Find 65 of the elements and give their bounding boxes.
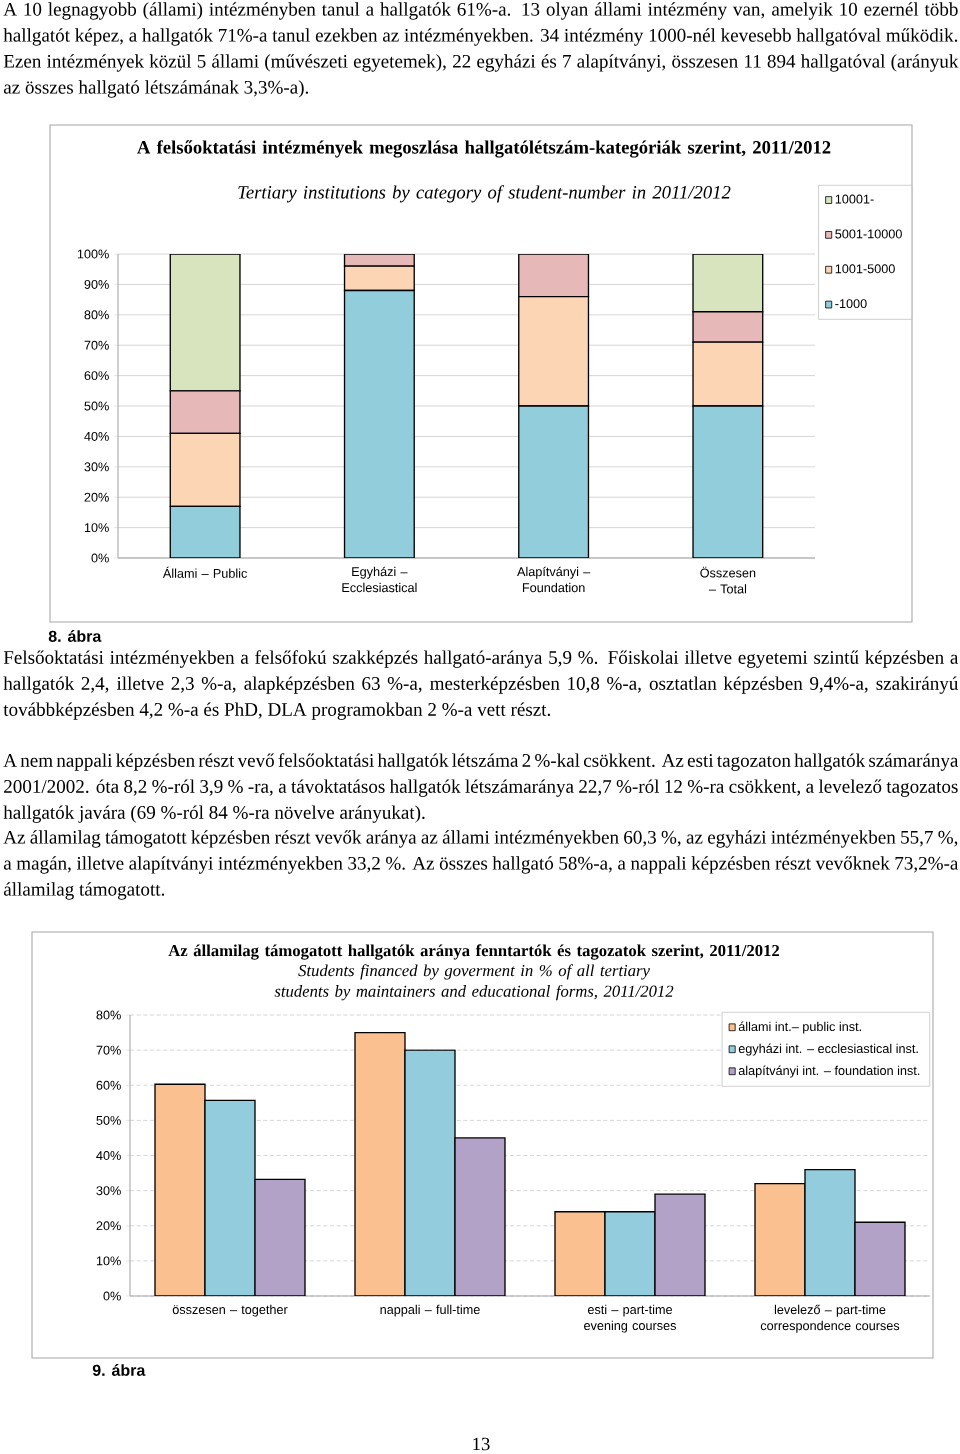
y-tick-label: 60% xyxy=(96,1080,121,1090)
y-tick-label: 40% xyxy=(96,1151,121,1160)
x-tick-label: Egyházi – Ecclesiastical xyxy=(342,566,417,593)
bar xyxy=(169,254,241,392)
y-tick-label: 10% xyxy=(84,523,109,533)
x-tick-label: Állami – Public xyxy=(162,566,247,578)
text: Felsőoktatási intézményekben a felsőfokú szakképzés hallgató-aránya 5,9 %. Főiskolai illetve egyetemi szintű képzésben a hallgatók 2,4, illetve 2,3 %-a, alapképzésben 63 %-a, mesterképzésben 10,8 %-a, osztatlan képzésben 9,4%-a, szakirányú továbbképzésben 4,2 %-a és PhD, DLA programokban 2 %-a vett részt. xyxy=(3,650,959,720)
chart-title: Az államilag támogatott hallgatók aránya fenntartók és tagozatok szerint, 2011/2012 xyxy=(168,944,780,960)
bar xyxy=(454,1137,506,1297)
y-tick-label: 0% xyxy=(103,1291,121,1301)
bar xyxy=(604,1211,656,1297)
y-tick-label: 80% xyxy=(96,1010,121,1020)
bar xyxy=(204,1099,256,1297)
bar xyxy=(169,390,241,435)
y-tick-label: 100% xyxy=(77,249,109,259)
text: A nem nappali képzésben részt vevő felsőoktatási hallgatók létszáma 2 %-kal csökkent. Az esti tagozaton hallgatók számaránya 2001/2002. óta 8,2 %-ról 3,9 % -ra, a távoktatásos hallgatók létszámaránya 22,7 %-ról 12 %-ra csökkent, a levelező tagozatos hallgatók javára (69 %-ról 84 %-ra növelve arányukat). xyxy=(3,753,959,823)
y-tick-label: 90% xyxy=(84,279,109,289)
y-tick-label: 70% xyxy=(84,340,109,350)
y-tick-label: 20% xyxy=(84,492,109,502)
y-tick-label: 50% xyxy=(96,1115,121,1125)
y-tick-label: 30% xyxy=(96,1186,121,1196)
bar xyxy=(254,1178,306,1297)
y-tick-label: 70% xyxy=(96,1045,121,1055)
legend-label: -1000 xyxy=(835,299,867,309)
bar xyxy=(692,405,764,559)
text: A 10 legnagyobb (állami) intézményben tanul a hallgatók 61%-a. 13 olyan állami intézmény van, amelyik 10 ezernél több hallgatót képez, a hallgatók 71%-a tanul ezekben az intézményekben. 34 intézmény 1000-nél kevesebb hallgatóval működik. Ezen intézmények közül 5 állami (művészeti egyetemek), 22 egyházi és 7 alapítványi, összesen 11 894 hallgatóval (arányuk az összes hallgató létszámának 3,3%-a). xyxy=(3,2,959,98)
y-tick-label: 40% xyxy=(84,431,109,441)
bar xyxy=(518,405,590,559)
y-tick-label: 20% xyxy=(96,1221,121,1231)
bar xyxy=(654,1193,706,1297)
text: Az államilag támogatott képzésben részt vevők aránya az állami intézményekben 60,3 %, az egyházi intézményekben 55,7 %, a magán, illetve alapítványi intézményekben 33,2 %. Az összes hallgató 58%-a, a nappali képzésben részt vevőknek 73,2%-a államilag támogatott. xyxy=(3,830,959,900)
bar xyxy=(343,289,415,559)
y-tick-label: 50% xyxy=(84,401,109,411)
bar xyxy=(343,254,415,267)
text: 8. ábra xyxy=(48,630,102,642)
bar xyxy=(169,505,241,559)
chart-title: A felsőoktatási intézmények megoszlása hallgatólétszám-kategóriák szerint, 2011/2012 xyxy=(137,140,831,158)
x-tick-label: összesen – together xyxy=(172,1304,288,1317)
x-tick-label: levelező – part-time correspondence courses xyxy=(760,1304,900,1333)
y-tick-label: 10% xyxy=(96,1256,121,1266)
legend-label: 1001-5000 xyxy=(835,264,895,274)
y-tick-label: 30% xyxy=(84,462,109,472)
y-tick-label: 60% xyxy=(84,371,109,381)
bar xyxy=(804,1168,856,1297)
text: 13 xyxy=(473,1437,490,1451)
chart-subtitle: Tertiary institutions by category of student-number in 2011/2012 xyxy=(238,185,731,203)
y-tick-label: 80% xyxy=(84,310,109,320)
legend-label: alapítványi int. – foundation inst. xyxy=(738,1065,920,1078)
legend-label: 10001- xyxy=(835,194,874,204)
y-tick-label: 0% xyxy=(91,553,109,563)
bar xyxy=(518,254,590,298)
bar xyxy=(692,311,764,343)
x-tick-label: Összesen – Total xyxy=(700,566,756,594)
bar xyxy=(854,1221,906,1297)
legend-label: állami int.– public inst. xyxy=(738,1021,861,1034)
chart-subtitle: Students financed by goverment in % of all tertiary students by maintainers and educational forms, 2011/2012 xyxy=(274,964,674,1001)
x-tick-label: esti – part-time evening courses xyxy=(584,1304,676,1333)
legend-label: 5001-10000 xyxy=(835,229,902,239)
bar xyxy=(518,295,590,407)
x-tick-label: Alapítványi – Foundation xyxy=(517,566,591,593)
bar xyxy=(692,254,764,313)
text: 9. ábra xyxy=(92,1364,146,1376)
legend-label: egyházi int. – ecclesiastical inst. xyxy=(738,1043,918,1056)
bar xyxy=(404,1049,456,1297)
x-tick-label: nappali – full-time xyxy=(380,1304,480,1317)
